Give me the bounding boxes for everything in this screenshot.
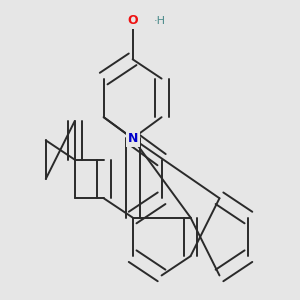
Text: O: O xyxy=(127,14,138,27)
Text: N: N xyxy=(128,132,138,145)
Text: ·H: ·H xyxy=(154,16,166,26)
